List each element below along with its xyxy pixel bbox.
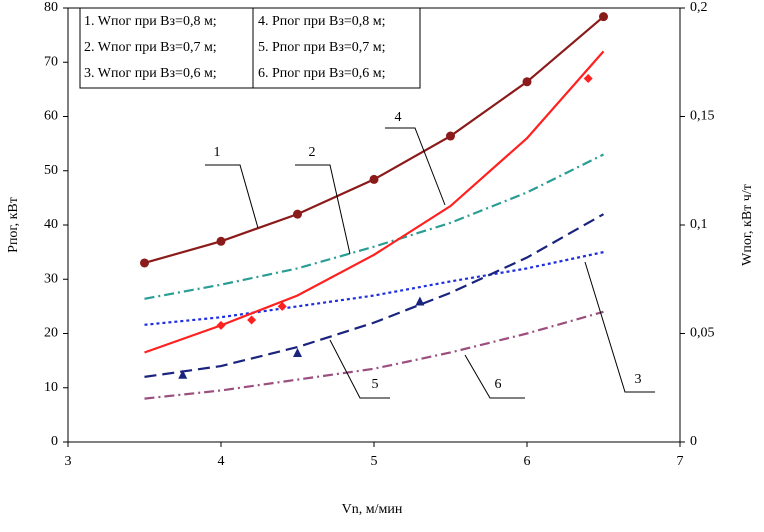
annotation: 6 bbox=[495, 377, 502, 392]
leader-line bbox=[295, 164, 351, 255]
y-tick-label: 40 bbox=[44, 217, 58, 232]
x-tick-label: 6 bbox=[524, 454, 531, 469]
point-marker bbox=[522, 77, 532, 87]
annotation: 5 bbox=[372, 377, 379, 392]
y2-tick-label: 0,1 bbox=[690, 217, 708, 232]
x-tick-label: 3 bbox=[65, 454, 72, 469]
point-marker bbox=[140, 258, 149, 268]
point-marker bbox=[599, 12, 608, 22]
legend-entry: 5. Pпог при Вз=0,7 м; bbox=[258, 40, 386, 55]
point-marker bbox=[247, 315, 257, 325]
legend-entry: 4. Pпог при Вз=0,8 м; bbox=[258, 14, 386, 29]
leader-line bbox=[584, 261, 655, 393]
leader-line bbox=[205, 164, 259, 229]
legend-entry: 6. Pпог при Вз=0,6 м; bbox=[258, 66, 386, 81]
series-line bbox=[144, 310, 604, 400]
y2-axis-label: Wпог, кВт ч/т bbox=[740, 184, 755, 266]
leader-line bbox=[329, 339, 390, 399]
leader-line bbox=[464, 354, 525, 399]
point-marker bbox=[293, 209, 302, 219]
y-tick-label: 0 bbox=[51, 434, 58, 449]
point-marker bbox=[277, 301, 287, 311]
point-marker bbox=[369, 174, 379, 184]
annotation: 2 bbox=[309, 145, 316, 160]
annotation: 4 bbox=[395, 110, 402, 125]
series-line bbox=[144, 251, 604, 326]
point-marker bbox=[446, 131, 455, 141]
x-axis-label: Vn, м/мин bbox=[342, 502, 403, 517]
legend-box bbox=[79, 7, 421, 89]
y2-tick-label: 0,15 bbox=[690, 109, 715, 124]
y-tick-label: 60 bbox=[44, 109, 58, 124]
y2-tick-label: 0,2 bbox=[690, 0, 708, 15]
x-tick-label: 4 bbox=[218, 454, 225, 469]
point-marker bbox=[415, 296, 425, 306]
series-line bbox=[144, 213, 605, 378]
annotation: 1 bbox=[214, 145, 221, 160]
y2-tick-label: 0 bbox=[690, 434, 697, 449]
point-marker bbox=[583, 74, 593, 84]
point-marker bbox=[178, 369, 188, 379]
y2-tick-label: 0,05 bbox=[690, 326, 715, 341]
legend-entry: 3. Wпог при Вз=0,6 м; bbox=[84, 66, 217, 81]
y-tick-label: 20 bbox=[44, 326, 58, 341]
series-line bbox=[144, 50, 605, 354]
leader-line bbox=[385, 127, 446, 206]
point-marker bbox=[216, 236, 226, 246]
x-tick-label: 7 bbox=[677, 454, 684, 469]
point-marker bbox=[216, 320, 226, 330]
y-tick-label: 10 bbox=[44, 380, 58, 395]
y-tick-label: 30 bbox=[44, 271, 58, 286]
y-tick-label: 80 bbox=[44, 0, 58, 15]
series-line bbox=[144, 153, 604, 300]
annotation: 3 bbox=[635, 372, 642, 387]
y-tick-label: 70 bbox=[44, 54, 58, 69]
legend-entry: 1. Wпог при Вз=0,8 м; bbox=[84, 14, 217, 29]
point-marker bbox=[293, 347, 302, 357]
y-tick-label: 50 bbox=[44, 163, 58, 178]
y-axis-label: Pпог, кВт bbox=[6, 197, 21, 253]
legend-entry: 2. Wпог при Вз=0,7 м; bbox=[84, 40, 217, 55]
x-tick-label: 5 bbox=[371, 454, 378, 469]
